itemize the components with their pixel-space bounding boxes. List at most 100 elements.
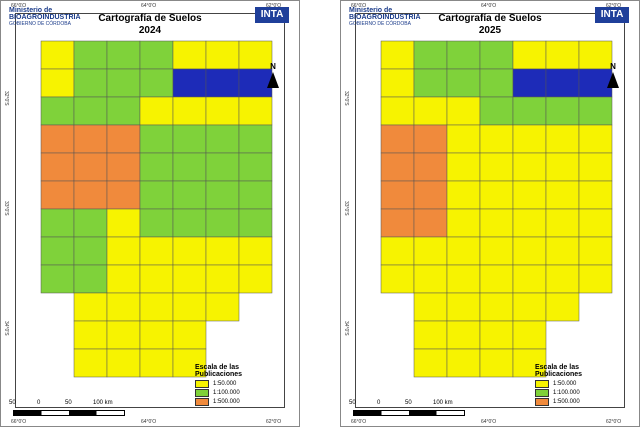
map-tile: [238, 124, 273, 154]
map-tile: [238, 152, 273, 182]
map-tile: [578, 152, 613, 182]
inta-logo: INTA: [595, 7, 629, 23]
map-tile: [40, 124, 75, 154]
map-tile: [512, 152, 547, 182]
graticule-label: 66°0'O: [11, 419, 27, 425]
map-tile: [40, 208, 75, 238]
map-tile: [205, 124, 240, 154]
north-arrow-icon: N: [605, 63, 621, 89]
map-tiles: [380, 40, 613, 378]
graticule-label: 32°0'S: [343, 91, 349, 106]
map-tile: [139, 96, 174, 126]
ministry-logo: Ministerio de BIOAGROINDUSTRIA GOBIERNO …: [9, 7, 81, 27]
map-tile: [380, 264, 415, 294]
graticule-label: 33°0'S: [3, 201, 9, 216]
map-tile: [205, 292, 240, 322]
map-tile: [479, 264, 514, 294]
map-tile: [413, 180, 448, 210]
map-tile: [446, 152, 481, 182]
map-tile: [73, 348, 108, 378]
map-tile: [139, 152, 174, 182]
map-panel-2025: Ministerio de BIOAGROINDUSTRIA GOBIERNO …: [340, 0, 640, 427]
map-tile: [106, 292, 141, 322]
graticule-label: 62°0'O: [266, 419, 282, 425]
graticule-label: 34°0'S: [343, 321, 349, 336]
map-tile: [545, 152, 580, 182]
map-tile: [73, 96, 108, 126]
map-tile: [139, 124, 174, 154]
map-tile: [106, 264, 141, 294]
graticule-label: 62°0'O: [606, 3, 622, 9]
map-tile: [479, 348, 514, 378]
map-tile: [106, 40, 141, 70]
map-tile: [106, 180, 141, 210]
map-tile: [40, 96, 75, 126]
map-tile: [205, 264, 240, 294]
map-tile: [380, 180, 415, 210]
map-tile: [446, 348, 481, 378]
map-tile: [479, 40, 514, 70]
map-tile: [479, 236, 514, 266]
graticule-label: 64°0'O: [481, 3, 497, 9]
legend-item: 1:100.000: [535, 389, 627, 397]
map-tile: [479, 292, 514, 322]
map-tile: [73, 292, 108, 322]
map-tile: [238, 208, 273, 238]
map-tile: [512, 96, 547, 126]
graticule-label: 66°0'O: [351, 3, 367, 9]
map-tile: [512, 208, 547, 238]
legend-item: 1:500.000: [535, 398, 627, 406]
map-tile: [172, 152, 207, 182]
map-tile: [479, 208, 514, 238]
graticule-label: 62°0'O: [266, 3, 282, 9]
map-tile: [380, 124, 415, 154]
north-arrow-icon: N: [265, 63, 281, 89]
map-tile: [139, 180, 174, 210]
map-tile: [578, 180, 613, 210]
map-tile: [238, 264, 273, 294]
map-tile: [413, 264, 448, 294]
map-tile: [172, 264, 207, 294]
map-tile: [380, 96, 415, 126]
map-tile: [40, 68, 75, 98]
map-tile: [238, 236, 273, 266]
map-tile: [40, 152, 75, 182]
map-tile: [139, 320, 174, 350]
map-tile: [545, 68, 580, 98]
map-tile: [172, 208, 207, 238]
map-tile: [446, 96, 481, 126]
map-tile: [106, 348, 141, 378]
map-tile: [40, 40, 75, 70]
map-tile: [205, 68, 240, 98]
map-tile: [106, 96, 141, 126]
map-tile: [205, 40, 240, 70]
map-tile: [172, 348, 207, 378]
map-tile: [40, 264, 75, 294]
graticule-label: 32°0'S: [3, 91, 9, 106]
map-tile: [238, 40, 273, 70]
map-tile: [238, 68, 273, 98]
graticule-label: 62°0'O: [606, 419, 622, 425]
map-tile: [205, 208, 240, 238]
map-tile: [172, 180, 207, 210]
map-tile: [545, 180, 580, 210]
map-tile: [446, 264, 481, 294]
legend-item: 1:500.000: [195, 398, 287, 406]
map-tile: [172, 68, 207, 98]
map-tile: [545, 208, 580, 238]
map-tile: [413, 40, 448, 70]
map-tile: [40, 180, 75, 210]
map-tile: [512, 292, 547, 322]
map-tile: [413, 320, 448, 350]
map-title: Cartografía de Suelos 2024: [98, 13, 202, 36]
map-title: Cartografía de Suelos 2025: [438, 13, 542, 36]
map-tile: [479, 68, 514, 98]
legend-item: 1:50.000: [535, 380, 627, 388]
map-tile: [172, 124, 207, 154]
inta-logo: INTA: [255, 7, 289, 23]
graticule-label: 66°0'O: [11, 3, 27, 9]
graticule-label: 33°0'S: [343, 201, 349, 216]
map-tile: [139, 236, 174, 266]
map-tile: [172, 236, 207, 266]
map-tile: [512, 236, 547, 266]
